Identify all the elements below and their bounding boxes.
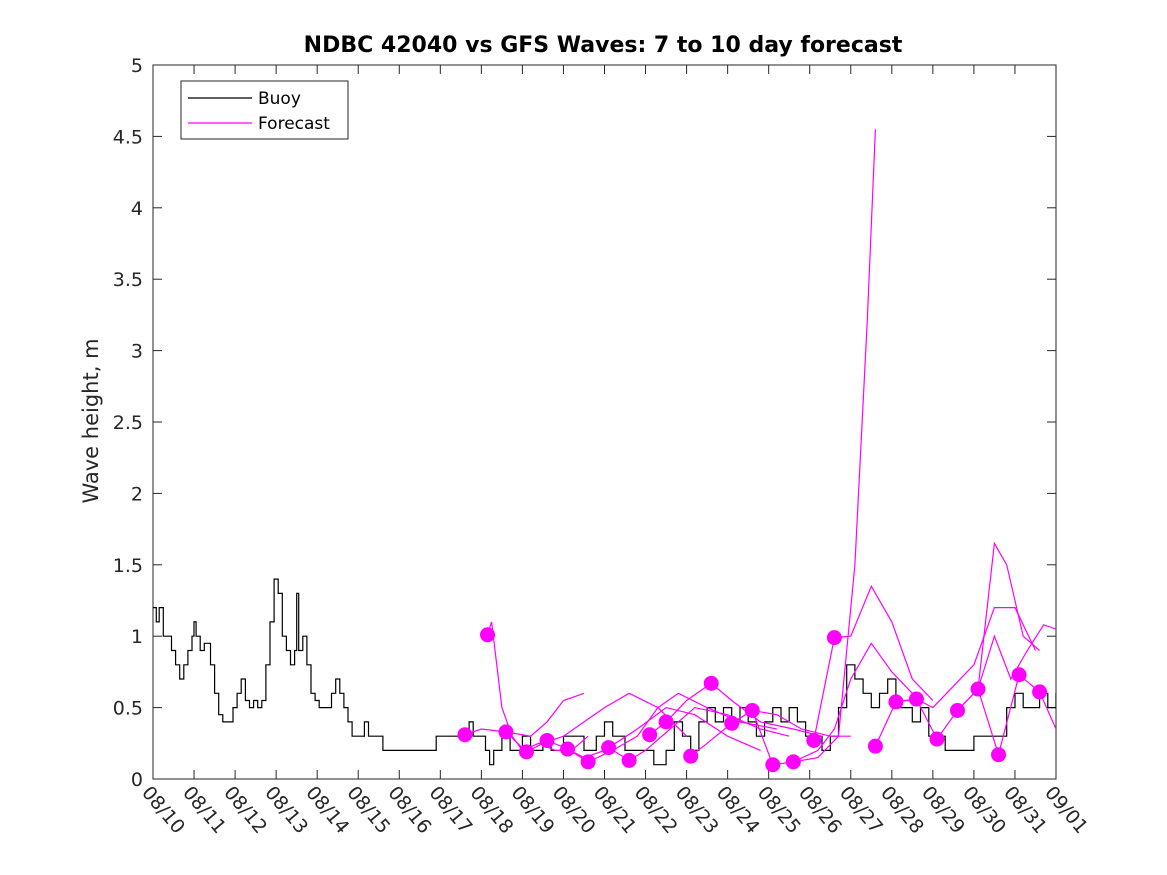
forecast-marker	[703, 675, 719, 691]
legend-entry-label: Forecast	[258, 114, 330, 134]
forecast-marker	[929, 731, 945, 747]
y-tick-label: 5	[131, 55, 143, 77]
forecast-marker	[888, 694, 904, 710]
forecast-run-line	[793, 129, 876, 763]
y-tick-label: 4	[131, 198, 143, 220]
data-group	[153, 129, 1056, 773]
forecast-marker	[519, 744, 535, 760]
forecast-run-line	[690, 709, 851, 757]
forecast-marker	[642, 727, 658, 743]
forecast-marker	[539, 732, 555, 748]
forecast-marker	[560, 741, 576, 757]
forecast-marker	[785, 754, 801, 770]
forecast-marker	[765, 757, 781, 773]
forecast-marker	[826, 630, 842, 646]
forecast-marker	[580, 754, 596, 770]
axes-box	[152, 64, 1057, 780]
forecast-marker	[949, 702, 965, 718]
forecast-marker	[658, 714, 674, 730]
forecast-marker	[457, 727, 473, 743]
plot-area: 00.511.522.533.544.5508/1008/1108/1208/1…	[113, 55, 1092, 838]
forecast-run-line	[464, 692, 585, 737]
forecast-marker	[991, 747, 1007, 763]
y-tick-label: 0.5	[113, 698, 143, 720]
y-tick-label: 1	[131, 626, 143, 648]
y-tick-label: 3	[131, 341, 143, 363]
buoy-series-line	[153, 578, 1056, 766]
forecast-marker	[744, 702, 760, 718]
forecast-marker	[1011, 667, 1027, 683]
forecast-marker	[970, 681, 986, 697]
y-tick-label: 1.5	[113, 555, 143, 577]
forecast-marker	[683, 748, 699, 764]
legend-entry-label: Buoy	[258, 89, 301, 109]
chart-title: NDBC 42040 vs GFS Waves: 7 to 10 day for…	[304, 33, 903, 58]
y-tick-label: 2.5	[113, 412, 143, 434]
legend-box	[180, 80, 349, 140]
y-tick-label: 4.5	[113, 126, 143, 148]
forecast-marker	[724, 715, 740, 731]
forecast-marker	[601, 740, 617, 756]
forecast-marker	[806, 732, 822, 748]
y-tick-label: 2	[131, 483, 143, 505]
forecast-marker	[867, 738, 883, 754]
forecast-marker	[621, 752, 637, 768]
forecast-marker	[480, 627, 496, 643]
forecast-marker	[498, 724, 514, 740]
y-axis-label: Wave height, m	[79, 338, 103, 503]
y-tick-label: 3.5	[113, 269, 143, 291]
legend: Buoy Forecast	[180, 80, 349, 140]
forecast-marker	[1032, 684, 1048, 700]
y-tick-label: 0	[131, 769, 143, 791]
forecast-marker	[908, 691, 924, 707]
